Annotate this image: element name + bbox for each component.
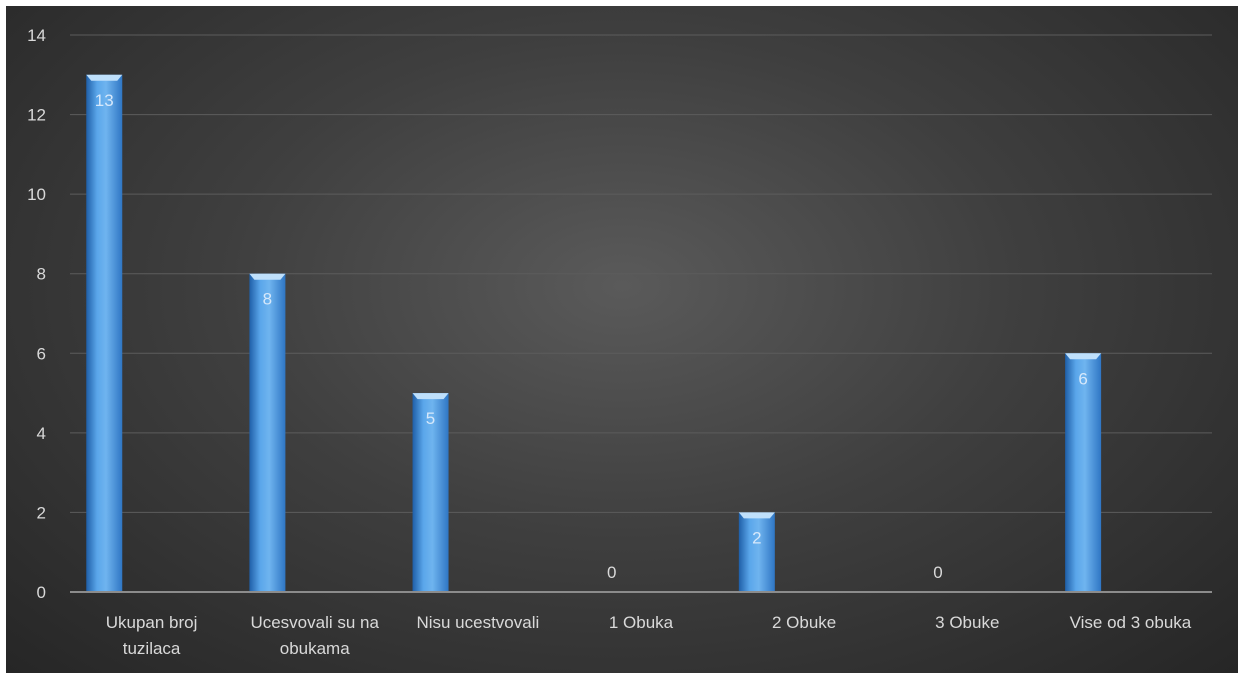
y-tick-label: 6 [37, 344, 46, 363]
y-axis-ticks: 0 2 4 6 8 10 12 14 [27, 26, 46, 602]
x-category-label: Ucesvovali su na [250, 613, 379, 632]
x-category-label: 2 Obuke [772, 613, 836, 632]
x-category-label: 1 Obuka [609, 613, 674, 632]
chart-area: 0 2 4 6 8 10 12 14 13 8 5 0 2 0 6 Ukupan broj tuzilaca… [6, 6, 1238, 673]
y-tick-label: 0 [37, 583, 46, 602]
bar-body [738, 512, 775, 592]
x-category-label: tuzilaca [123, 639, 181, 658]
bar-body [86, 74, 123, 593]
bar-top-bevel [412, 393, 449, 400]
bar [1065, 353, 1102, 592]
bar-body [249, 273, 286, 592]
bar [412, 393, 449, 592]
x-category-label: Vise od 3 obuka [1070, 613, 1192, 632]
y-tick-label: 2 [37, 503, 46, 522]
bar-top-bevel [86, 74, 123, 81]
gridlines [70, 34, 1212, 513]
x-category-label: obukama [280, 639, 350, 658]
data-label: 6 [1078, 369, 1087, 388]
data-labels: 13 8 5 0 2 0 6 [95, 91, 1088, 582]
bar-top-bevel [738, 512, 775, 519]
bar-body [1065, 353, 1102, 592]
y-tick-label: 10 [27, 185, 46, 204]
data-label: 13 [95, 91, 114, 110]
bar-body [412, 393, 449, 592]
x-category-label: Ukupan broj [106, 613, 198, 632]
bar-top-bevel [1065, 353, 1102, 360]
x-category-label: Nisu ucestvovali [416, 613, 539, 632]
y-tick-label: 14 [27, 26, 46, 45]
y-tick-label: 12 [27, 106, 46, 125]
bar [249, 273, 286, 592]
bar [86, 74, 123, 593]
data-label: 8 [263, 290, 272, 309]
x-category-label: 3 Obuke [935, 613, 999, 632]
data-label: 5 [426, 409, 435, 428]
bar-chart: 0 2 4 6 8 10 12 14 13 8 5 0 2 0 6 Ukupan broj tuzilaca… [27, 26, 1212, 658]
data-label: 0 [607, 563, 616, 582]
bar [738, 512, 775, 592]
data-label: 2 [752, 528, 761, 547]
bars [86, 74, 1102, 593]
y-tick-label: 8 [37, 265, 46, 284]
bar-top-bevel [249, 273, 286, 280]
x-axis-categories: Ukupan broj tuzilaca Ucesvovali su na obuka… [106, 613, 1192, 658]
y-tick-label: 4 [37, 424, 46, 443]
data-label: 0 [933, 563, 942, 582]
